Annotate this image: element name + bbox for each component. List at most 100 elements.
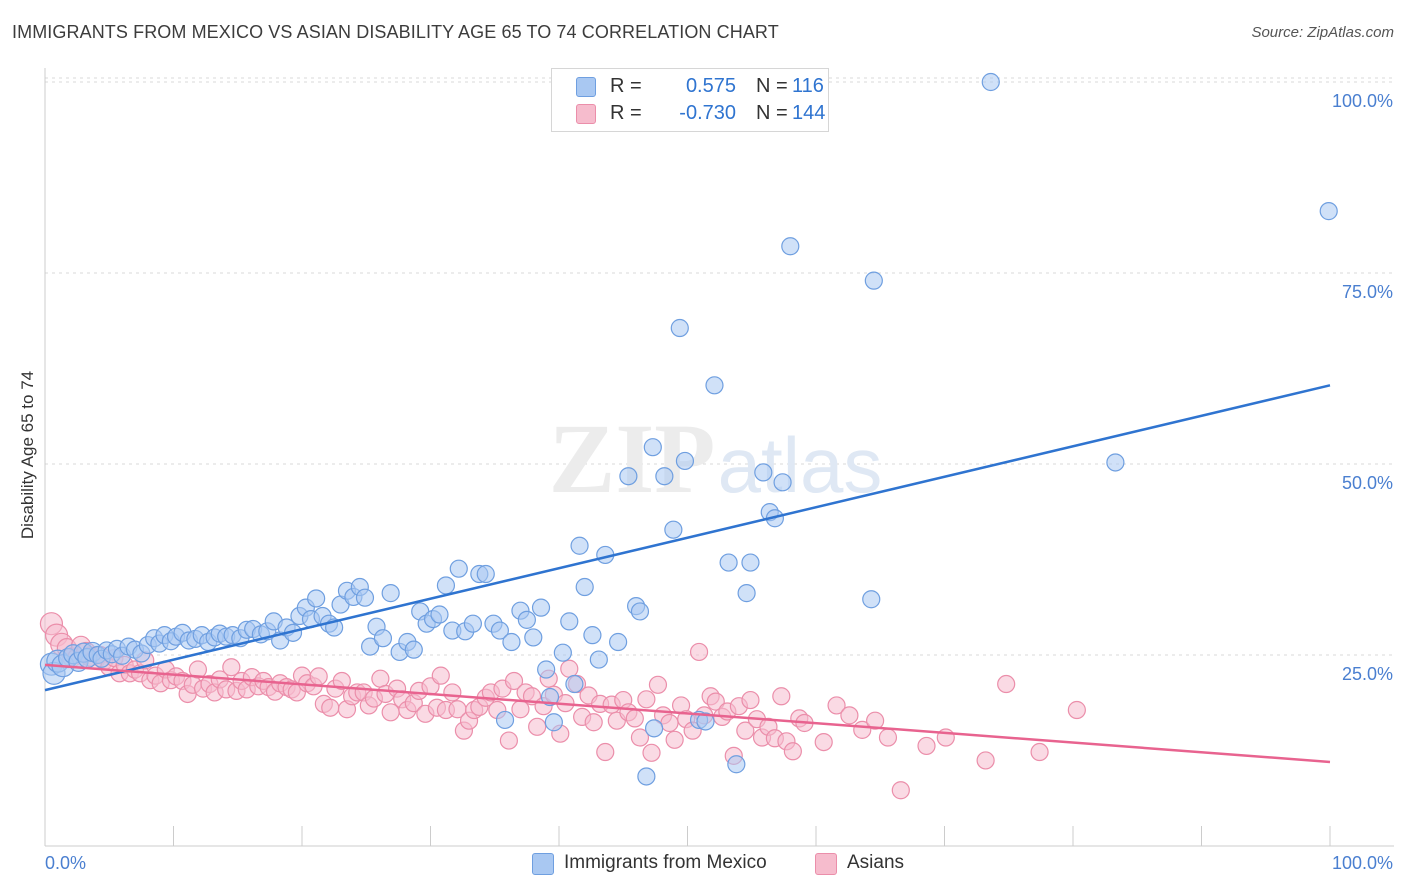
mexico-point — [670, 318, 689, 338]
asians-point — [665, 730, 684, 749]
mexico-point — [981, 72, 1000, 92]
asians-point — [642, 743, 661, 762]
asians-point — [736, 721, 755, 740]
x-tick-label: 100.0% — [1332, 853, 1393, 873]
mexico-point — [675, 451, 695, 471]
asians-point — [840, 706, 859, 725]
asians-point — [596, 742, 615, 762]
mexico-point — [727, 755, 746, 774]
asians-point — [584, 713, 603, 732]
mexico-point — [637, 767, 656, 786]
mexico-point — [553, 643, 572, 662]
grid-lines — [45, 77, 1394, 656]
legend-n-value: 116 — [792, 75, 824, 97]
axes — [44, 68, 1394, 847]
mexico-point — [307, 589, 326, 608]
mexico-point — [664, 520, 683, 539]
legend-r-label: R = — [610, 102, 642, 124]
legend-swatch-asians — [815, 853, 837, 875]
mexico-point — [524, 628, 543, 647]
mexico-point — [773, 473, 792, 492]
asians-point — [891, 781, 910, 800]
mexico-point — [1106, 453, 1125, 472]
legend-swatch-mexico — [576, 77, 596, 97]
asians-point — [630, 728, 650, 747]
mexico-point — [490, 621, 509, 640]
asians-point — [321, 698, 340, 717]
mexico-point — [630, 602, 650, 621]
mexico-point — [404, 640, 423, 659]
legend-swatch-mexico — [532, 853, 554, 875]
mexico-point — [560, 612, 579, 631]
asians-point — [499, 731, 518, 750]
chart-title: IMMIGRANTS FROM MEXICO VS ASIAN DISABILI… — [12, 22, 779, 42]
asians-point — [878, 728, 898, 747]
asians-point — [332, 671, 351, 691]
mexico-point — [449, 559, 468, 578]
asians-point — [917, 736, 936, 756]
mexico-point — [737, 584, 756, 603]
source-note[interactable]: Source: ZipAtlas.com — [1251, 24, 1394, 41]
mexico-point — [565, 674, 584, 694]
legend-r-label: R = — [610, 75, 642, 97]
mexico-point — [436, 576, 456, 595]
mexico-point — [1319, 202, 1338, 221]
mexico-point — [589, 650, 608, 669]
asians-point — [689, 642, 709, 662]
mexico-point — [619, 467, 638, 486]
legend-swatch-asians — [576, 104, 596, 124]
correlation-legend: R = 0.575 N = 116 R = -0.730 N = 144 — [551, 68, 829, 132]
mexico-point — [544, 713, 563, 732]
y-axis-label: Disability Age 65 to 74 — [18, 370, 37, 540]
x-tick-label: 0.0% — [45, 853, 86, 873]
asians-point — [814, 732, 833, 752]
asians-point — [1067, 700, 1086, 720]
mexico-point — [463, 614, 483, 633]
mexico-point — [864, 271, 883, 290]
mexico-point — [719, 553, 738, 572]
mexico-point — [754, 463, 773, 482]
legend-label-asians: Asians — [847, 852, 905, 873]
watermark-atlas: atlas — [718, 421, 883, 509]
mexico-point — [537, 660, 556, 679]
mexico-point — [644, 719, 664, 738]
mexico-point — [696, 712, 715, 731]
asians-point — [741, 690, 760, 710]
mexico-point — [373, 629, 393, 648]
asians-point — [443, 683, 462, 702]
asians-point — [560, 659, 579, 678]
y-tick-label: 25.0% — [1342, 664, 1393, 684]
mexico-point — [570, 536, 589, 555]
asians-point — [997, 674, 1016, 694]
asians-point — [637, 690, 656, 709]
mexico-point — [531, 598, 551, 617]
asians-points — [39, 612, 1086, 800]
asians-point — [827, 696, 846, 715]
asians-point — [528, 717, 547, 736]
mexico-point — [361, 637, 380, 656]
asians-point — [371, 669, 390, 688]
y-tick-label: 75.0% — [1342, 282, 1393, 302]
asians-point — [706, 692, 725, 711]
mexico-point — [575, 577, 594, 597]
asians-point — [660, 713, 679, 733]
asians-point — [976, 751, 995, 770]
mexico-point — [355, 588, 375, 607]
mexico-point — [495, 710, 515, 730]
mexico-point — [517, 610, 536, 629]
mexico-point — [609, 632, 628, 652]
asians-point — [625, 709, 644, 728]
asians-point — [1030, 742, 1049, 762]
watermark: ZIP atlas — [549, 403, 883, 514]
legend-n-value: 144 — [792, 102, 826, 124]
y-tick-label: 100.0% — [1332, 91, 1393, 111]
asians-point — [648, 675, 668, 694]
trend-lines — [44, 384, 1331, 764]
y-tick-label: 50.0% — [1342, 473, 1393, 493]
mexico-trend-line — [44, 384, 1331, 692]
mexico-point — [476, 564, 495, 584]
mexico-point — [705, 376, 724, 395]
mexico-point — [583, 626, 602, 645]
asians-point — [866, 711, 885, 730]
